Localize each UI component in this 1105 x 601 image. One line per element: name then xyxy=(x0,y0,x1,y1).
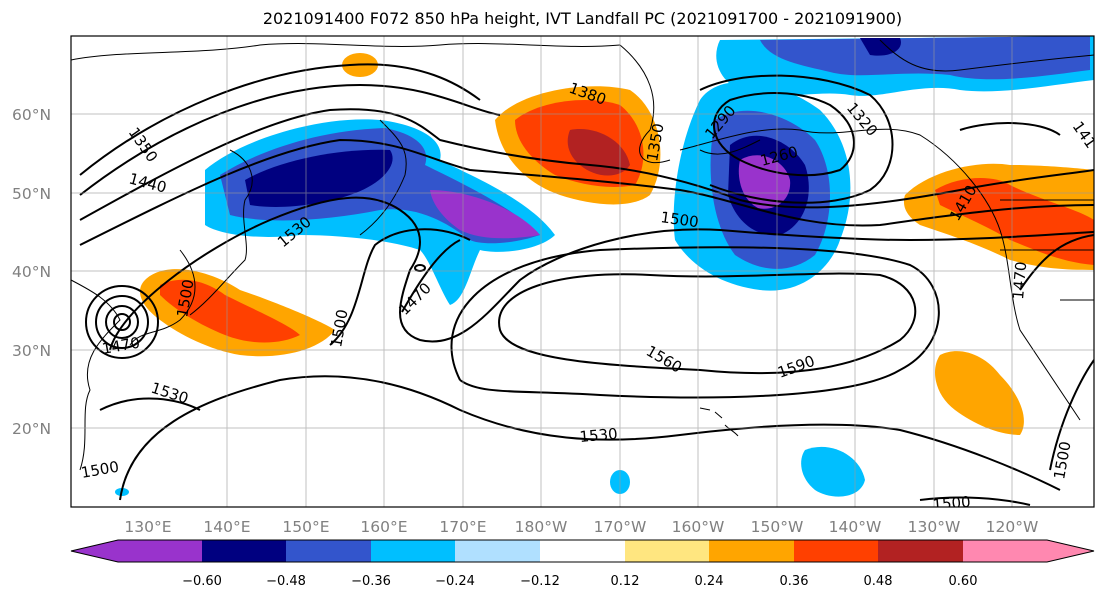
lon-label: 150°E xyxy=(282,518,329,536)
lon-label: 120°W xyxy=(986,518,1039,536)
contour-label: 1500 xyxy=(1050,440,1074,481)
colorbar-tick-label: −0.60 xyxy=(182,574,222,589)
contour-label: 1560 xyxy=(643,342,685,377)
lon-label: 170°W xyxy=(594,518,647,536)
lat-label: 50°N xyxy=(12,185,51,203)
contour-label: 1500 xyxy=(659,208,699,231)
contour-label: 1530 xyxy=(149,379,191,408)
height-contours xyxy=(79,63,1094,506)
colorbar-segment xyxy=(202,540,286,562)
colorbar-tick-label: −0.24 xyxy=(435,574,475,589)
graticule xyxy=(71,36,1094,507)
colorbar-tick-label: −0.12 xyxy=(520,574,560,589)
lon-label: 150°W xyxy=(751,518,804,536)
lon-label: 180°W xyxy=(515,518,568,536)
contour-label: 1470 xyxy=(101,334,142,358)
negative-anomaly-purple xyxy=(430,190,540,239)
colorbar-tick-label: 0.60 xyxy=(949,574,978,589)
negative-anomaly-canada-max xyxy=(860,38,901,56)
colorbar-tick-label: −0.36 xyxy=(351,574,391,589)
map-frame xyxy=(70,35,1095,508)
colorbar-tick-label: 0.48 xyxy=(864,574,893,589)
lon-label: 160°W xyxy=(672,518,725,536)
colorbar-tick-label: 0.24 xyxy=(695,574,724,589)
colorbar-ticks: −0.60 −0.48 −0.36 −0.24 −0.12 0.12 0.24 … xyxy=(182,574,977,589)
lon-label: 140°E xyxy=(203,518,250,536)
colorbar-outline xyxy=(70,539,1095,563)
contour-label: 1500 xyxy=(327,308,351,349)
lon-label: 130°W xyxy=(908,518,961,536)
positive-anomaly-japan-core xyxy=(160,279,300,343)
colorbar-segment xyxy=(709,540,794,562)
colorbar-tick-label: 0.36 xyxy=(780,574,809,589)
longitude-labels: 130°E 140°E 150°E 160°E 170°E 180°W 170°… xyxy=(124,518,1038,536)
lon-label: 160°E xyxy=(360,518,407,536)
contour-label: 1500 xyxy=(932,493,972,514)
contour-label: 1590 xyxy=(775,352,817,382)
contour-label: 1500 xyxy=(80,458,121,482)
contour-label: 1530 xyxy=(579,425,619,446)
lon-label: 130°E xyxy=(124,518,171,536)
colorbar-segment xyxy=(625,540,709,562)
positive-anomaly-pacific-northwest-core xyxy=(935,178,1094,265)
colorbar-segment xyxy=(371,540,455,562)
positive-anomaly-california xyxy=(935,351,1024,435)
coastlines xyxy=(71,39,1094,471)
map-title: 2021091400 F072 850 hPa height, IVT Land… xyxy=(262,9,903,28)
colorbar-segment xyxy=(71,540,202,562)
colorbar: −0.60 −0.48 −0.36 −0.24 −0.12 0.12 0.24 … xyxy=(70,539,1095,589)
colorbar-tick-label: 0.12 xyxy=(611,574,640,589)
lat-label: 40°N xyxy=(12,263,51,281)
negative-anomaly-hawaii-ne xyxy=(801,446,865,497)
colorbar-segment xyxy=(794,540,878,562)
colorbar-segment xyxy=(963,540,1094,562)
colorbar-segment xyxy=(455,540,540,562)
contour-label: 1470 xyxy=(1009,261,1030,301)
lon-label: 170°E xyxy=(439,518,486,536)
negative-anomaly-canada-core xyxy=(760,36,1090,80)
contour-label: 1470 xyxy=(395,279,435,319)
latitude-labels: 60°N 50°N 40°N 30°N 20°N xyxy=(12,106,51,438)
lat-label: 20°N xyxy=(12,420,51,438)
colorbar-tick-label: −0.48 xyxy=(266,574,306,589)
lat-label: 60°N xyxy=(12,106,51,124)
colorbar-segment xyxy=(286,540,371,562)
contour-label: 141 xyxy=(1069,118,1100,152)
colorbar-segment xyxy=(878,540,963,562)
lat-label: 30°N xyxy=(12,342,51,360)
contour-label: 1320 xyxy=(843,99,881,140)
lon-label: 140°W xyxy=(829,518,882,536)
colorbar-segment xyxy=(540,540,625,562)
